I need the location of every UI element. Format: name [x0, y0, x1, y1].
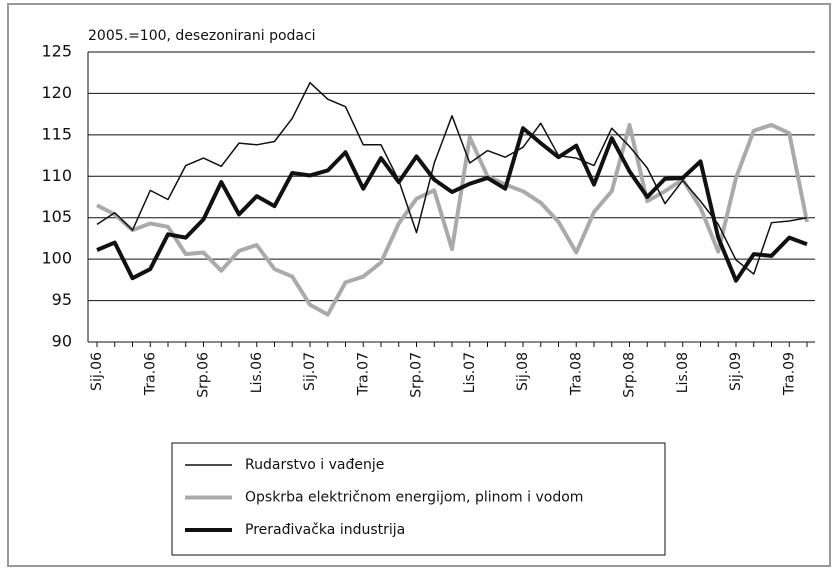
- x-tick-label: Srp.07: [409, 352, 425, 398]
- x-tick-label: Sij.08: [515, 352, 531, 391]
- x-tick-label: Tra.08: [568, 352, 584, 396]
- x-tick-label: Lis.06: [249, 352, 265, 393]
- series-line: [96, 126, 808, 283]
- y-tick-label: 120: [41, 83, 72, 102]
- legend-label: Rudarstvo i vađenje: [245, 457, 384, 473]
- y-tick-label: 110: [41, 166, 72, 185]
- y-tick-label: 100: [41, 249, 72, 268]
- x-tick-label: Sij.07: [302, 352, 318, 391]
- x-tick-label: Sij.06: [89, 352, 105, 391]
- y-tick-label: 125: [41, 42, 72, 61]
- legend-box: [171, 442, 666, 556]
- x-tick-label: Sij.09: [728, 352, 744, 391]
- legend-label: Opskrba električnom energijom, plinom i …: [245, 490, 583, 506]
- series-line: [96, 81, 808, 275]
- x-tick-label: Srp.06: [196, 352, 212, 398]
- x-tick-label: Lis.08: [675, 352, 691, 393]
- legend-label: Prerađivačka industrija: [245, 522, 405, 538]
- frame: [7, 3, 831, 567]
- chart-subtitle: 2005.=100, desezonirani podaci: [88, 28, 316, 44]
- y-tick-label: 105: [41, 207, 72, 226]
- y-tick-label: 90: [52, 332, 72, 351]
- y-tick-label: 95: [52, 290, 72, 309]
- x-tick-label: Tra.06: [142, 352, 158, 396]
- x-tick-label: Tra.07: [355, 352, 371, 396]
- series-line: [96, 122, 809, 317]
- x-tick-label: Srp.08: [622, 352, 638, 398]
- x-tick-label: Lis.07: [462, 352, 478, 393]
- x-tick-label: Tra.09: [781, 352, 797, 396]
- y-tick-label: 115: [41, 124, 72, 143]
